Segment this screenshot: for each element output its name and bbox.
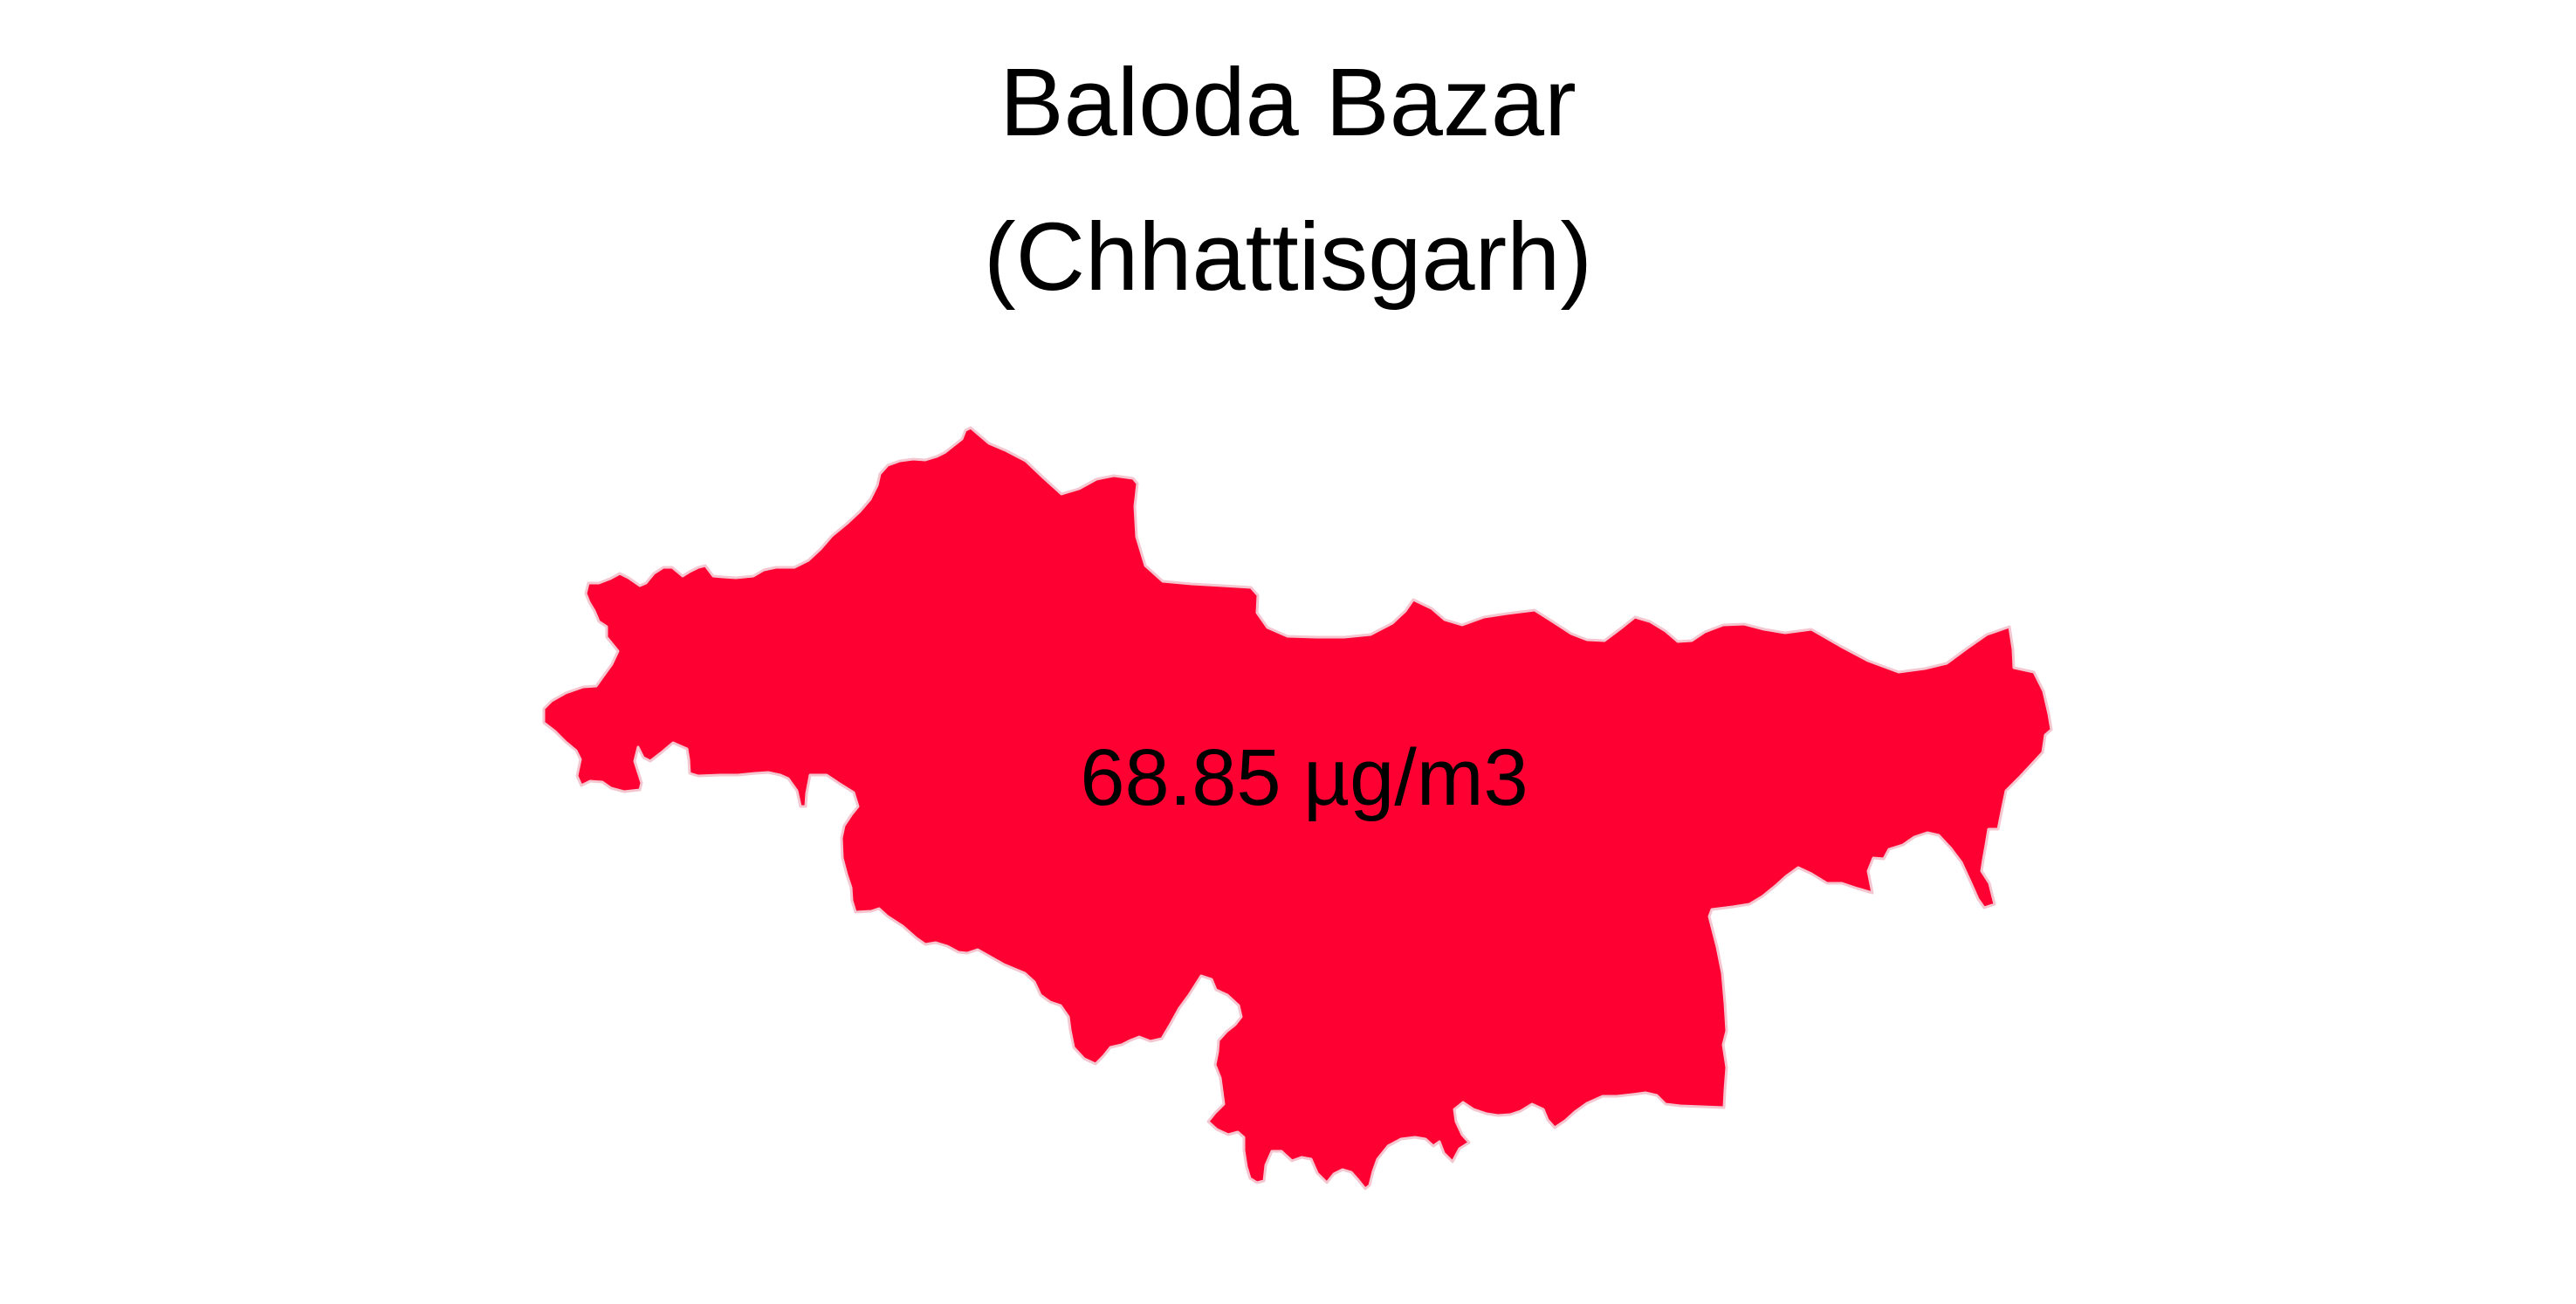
map-title: Baloda Bazar (999, 49, 1577, 156)
map-subtitle-state: (Chhattisgarh) (984, 203, 1592, 311)
district-boundary-baloda-bazar (542, 426, 2053, 1191)
district-value-label: 68.85 µg/m3 (1080, 733, 1528, 822)
